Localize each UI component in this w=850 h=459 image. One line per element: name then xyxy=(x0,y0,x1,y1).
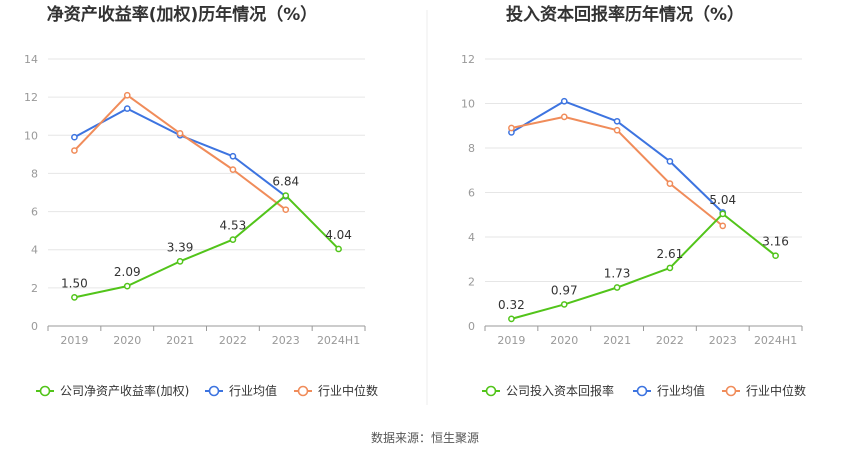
data-point xyxy=(71,147,78,154)
data-point xyxy=(772,252,779,260)
legend-marker-dot xyxy=(208,385,220,397)
series-line-0 xyxy=(511,212,777,320)
legend-marker-dot xyxy=(39,385,51,397)
data-point xyxy=(229,166,237,173)
data-label: 2.09 xyxy=(114,265,141,279)
data-label: 0.97 xyxy=(551,283,578,297)
x-tick-label: 2024H1 xyxy=(754,334,797,347)
data-point xyxy=(176,130,184,137)
data-point xyxy=(508,124,515,132)
data-point xyxy=(719,222,727,230)
data-label: 3.39 xyxy=(167,240,194,254)
legend-label: 行业均值 xyxy=(229,383,277,398)
x-tick-label: 2023 xyxy=(709,334,737,347)
x-tick-label: 2022 xyxy=(656,334,684,347)
legend-marker-dot xyxy=(636,385,648,397)
data-point xyxy=(613,284,621,291)
series-line-1 xyxy=(73,107,287,198)
y-tick-label: 10 xyxy=(24,129,38,142)
x-tick-label: 2021 xyxy=(603,334,631,347)
data-point xyxy=(560,97,568,105)
data-label: 4.53 xyxy=(220,219,247,233)
y-tick-label: 8 xyxy=(468,142,475,155)
data-point xyxy=(719,210,727,218)
data-point xyxy=(123,105,131,112)
y-tick-label: 14 xyxy=(24,53,38,66)
data-label: 0.32 xyxy=(498,298,525,312)
data-point xyxy=(613,126,621,134)
x-tick-label: 2019 xyxy=(60,334,88,347)
y-tick-label: 0 xyxy=(31,320,38,333)
data-point xyxy=(666,264,674,272)
x-tick-label: 2020 xyxy=(113,334,141,347)
chart-title: 投入资本回报率历年情况（%） xyxy=(506,4,744,25)
data-point xyxy=(335,245,342,253)
y-tick-label: 6 xyxy=(31,206,38,219)
series-line-2 xyxy=(73,94,287,211)
data-point xyxy=(560,113,568,121)
roic-chart-panel: 投入资本回报率历年情况（%） 0 2 4 6 8 10 12 2019 2020 2021 2022 2… xyxy=(461,4,806,398)
legend-label: 公司净资产收益率(加权) xyxy=(60,383,189,398)
data-label: 6.84 xyxy=(272,175,299,189)
data-point xyxy=(613,117,621,125)
y-tick-label: 12 xyxy=(461,53,475,66)
chart-title: 净资产收益率(加权)历年情况（%） xyxy=(47,4,318,25)
data-point xyxy=(229,236,237,243)
x-tick-label: 2024H1 xyxy=(317,334,360,347)
x-tick-label: 2022 xyxy=(219,334,247,347)
y-tick-label: 2 xyxy=(468,276,475,289)
data-point xyxy=(229,152,237,160)
legend-label: 行业中位数 xyxy=(318,383,378,398)
y-tick-label: 10 xyxy=(461,98,475,111)
data-label: 1.50 xyxy=(61,276,88,290)
y-tick-label: 2 xyxy=(31,282,38,295)
data-label: 4.04 xyxy=(325,228,352,242)
data-point xyxy=(282,206,290,214)
y-tick-label: 6 xyxy=(468,187,475,200)
x-tick-label: 2023 xyxy=(272,334,300,347)
data-label: 2.61 xyxy=(657,247,684,261)
legend-label: 行业中位数 xyxy=(746,383,806,398)
data-point xyxy=(71,133,78,141)
data-point xyxy=(508,315,515,323)
data-point xyxy=(71,294,78,301)
legend-marker-dot xyxy=(297,385,309,397)
data-point xyxy=(282,192,290,199)
x-tick-label: 2021 xyxy=(166,334,194,347)
data-point xyxy=(560,301,568,308)
legend-label: 行业均值 xyxy=(657,383,705,398)
roe-chart-panel: 净资产收益率(加权)历年情况（%） 0 2 4 6 8 10 12 14 2019 2020 2021… xyxy=(24,4,378,398)
x-tick-label: 2020 xyxy=(550,334,578,347)
data-label: 1.73 xyxy=(604,267,631,281)
data-label: 3.16 xyxy=(762,235,789,249)
y-tick-label: 12 xyxy=(24,91,38,104)
y-tick-label: 0 xyxy=(468,320,475,333)
y-tick-label: 8 xyxy=(31,167,38,180)
y-tick-label: 4 xyxy=(31,244,38,257)
legend-marker-dot xyxy=(485,385,497,397)
data-source-label: 数据来源：恒生聚源 xyxy=(371,430,479,445)
data-point xyxy=(666,180,674,187)
series-line-0 xyxy=(74,194,340,299)
data-point xyxy=(666,158,674,165)
legend-label: 公司投入资本回报率 xyxy=(506,383,614,398)
y-tick-label: 4 xyxy=(468,231,475,244)
data-point xyxy=(176,257,184,265)
data-point xyxy=(123,91,131,99)
x-tick-label: 2019 xyxy=(497,334,525,347)
data-label: 5.04 xyxy=(709,193,736,207)
data-point xyxy=(123,282,131,290)
legend-marker-dot xyxy=(725,385,737,397)
